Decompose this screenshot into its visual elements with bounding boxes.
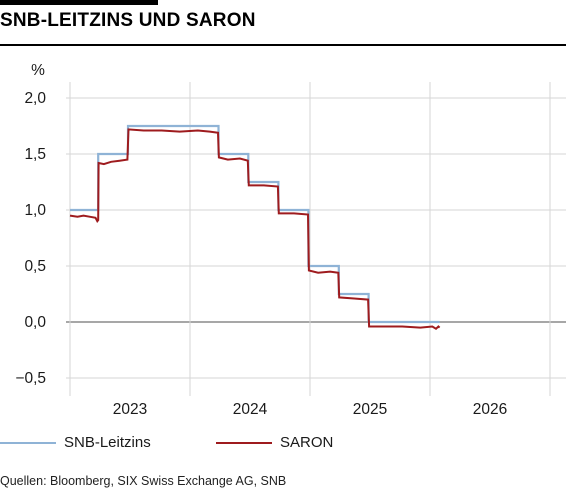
x-tick-label: 2024 [233,401,268,418]
title-accent-bar [0,0,158,5]
y-tick-label: −0,5 [15,370,46,387]
legend-item-saron: SARON [216,434,333,451]
chart-title: SNB-LEITZINS UND SARON [0,10,256,31]
legend-swatch-saron [216,441,272,444]
source-note: Quellen: Bloomberg, SIX Swiss Exchange A… [0,474,287,488]
y-tick-label: 0,5 [24,258,46,275]
y-tick-label: 1,5 [24,146,46,163]
y-tick-label: 1,0 [24,202,46,219]
x-tick-label: 2026 [473,401,507,418]
legend-swatch-snb-leitzins [0,441,56,444]
x-tick-label: 2023 [113,401,147,418]
x-tick-label: 2025 [353,401,387,418]
series-line-saron [69,128,441,330]
line-chart: 2,0 1,5 1,0 0,5 0,0 −0,5% 2023 2024 2025 2026 [15,62,566,418]
legend: SNB-Leitzins SARON [0,434,566,454]
y-tick-label: 2,0 [24,90,46,107]
legend-label-snb-leitzins: SNB-Leitzins [64,434,151,451]
title-rule [0,44,566,46]
legend-label-saron: SARON [280,434,334,451]
y-tick-label: 0,0 [24,314,46,331]
y-axis-unit-label: % [31,62,45,79]
series-line-snb-leitzins [70,124,440,324]
legend-item-snb-leitzins: SNB-Leitzins [0,434,151,451]
